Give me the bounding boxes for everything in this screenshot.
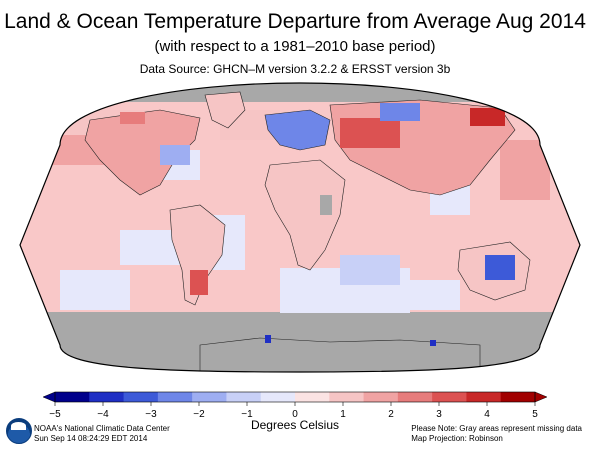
map-title: Land & Ocean Temperature Departure from …	[4, 10, 586, 33]
projection-note: Map Projection: Robinson	[411, 434, 503, 443]
colorbar-swatch	[500, 392, 536, 402]
map-subtitle: (with respect to a 1981–2010 base period…	[154, 38, 436, 55]
colorbar-max-arrow	[534, 391, 548, 403]
colorbar-tick-label: 5	[532, 409, 538, 420]
footer-left: NOAA's National Climatic Data Center Sun…	[34, 424, 170, 444]
colorbar-swatch	[260, 392, 296, 402]
colorbar-tick-label: −1	[241, 409, 253, 420]
colorbar-swatch	[397, 392, 433, 402]
data-source: Data Source: GHCN–M version 3.2.2 & ERSS…	[139, 62, 451, 76]
colorbar-swatch	[466, 392, 502, 402]
colorbar-swatch	[123, 392, 159, 402]
colorbar-tick-label: −2	[193, 409, 205, 420]
colorbar-tick-label: −3	[145, 409, 157, 420]
colorbar-min-arrow	[42, 391, 56, 403]
org-name: NOAA's National Climatic Data Center	[34, 424, 170, 433]
colorbar-tick-label: 2	[388, 409, 394, 420]
colorbar-swatches	[42, 391, 548, 403]
missing-data-note: Please Note: Gray areas represent missin…	[411, 424, 582, 433]
footer-right: Please Note: Gray areas represent missin…	[411, 424, 582, 444]
noaa-logo-icon	[6, 418, 32, 444]
colorbar-label: Degrees Celsius	[250, 418, 340, 432]
colorbar-tick-label: −4	[97, 409, 109, 420]
colorbar-tick-label: 4	[484, 409, 490, 420]
temperature-anomaly-map	[19, 82, 581, 373]
colorbar-swatch	[295, 392, 330, 402]
colorbar-tick-label: 3	[436, 409, 442, 420]
colorbar-swatch	[157, 392, 193, 402]
colorbar-tick-label: 1	[340, 409, 346, 420]
colorbar-swatch	[55, 392, 90, 402]
colorbar-swatch	[89, 392, 125, 402]
colorbar-ticks: −5 −4 −3 −2 −1 0 1 2 3 4 5	[49, 402, 538, 420]
colorbar-swatch	[192, 392, 227, 402]
colorbar-tick-label: 0	[292, 409, 298, 420]
colorbar: −5 −4 −3 −2 −1 0 1 2 3 4 5	[42, 391, 548, 420]
colorbar-swatch	[432, 392, 467, 402]
colorbar-swatch	[226, 392, 262, 402]
colorbar-tick-label: −5	[49, 409, 61, 420]
colorbar-swatch	[329, 392, 365, 402]
colorbar-swatch	[363, 392, 399, 402]
timestamp: Sun Sep 14 08:24:29 EDT 2014	[34, 434, 148, 443]
